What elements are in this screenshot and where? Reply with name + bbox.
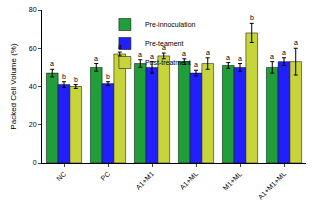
svg-text:a: a: [238, 55, 242, 62]
svg-text:a: a: [118, 43, 122, 50]
svg-text:a: a: [94, 55, 98, 62]
svg-text:Packed Cell Volume (%): Packed Cell Volume (%): [9, 43, 18, 130]
svg-text:Post-treatment: Post-treatment: [145, 59, 191, 66]
svg-text:NC: NC: [55, 170, 67, 182]
svg-text:0: 0: [33, 159, 37, 166]
svg-text:b: b: [250, 14, 254, 21]
svg-text:80: 80: [29, 6, 37, 13]
svg-text:60: 60: [29, 45, 37, 52]
svg-text:a: a: [50, 60, 54, 67]
svg-text:A1+M1: A1+M1: [134, 170, 155, 191]
svg-text:20: 20: [29, 121, 37, 128]
svg-text:a: a: [206, 49, 210, 56]
svg-text:PC: PC: [99, 170, 111, 182]
svg-text:a: a: [282, 49, 286, 56]
svg-text:40: 40: [29, 83, 37, 90]
svg-text:b: b: [62, 73, 66, 80]
svg-text:a: a: [138, 51, 142, 58]
svg-text:a: a: [194, 61, 198, 68]
svg-text:a: a: [162, 44, 166, 51]
svg-text:b: b: [106, 73, 110, 80]
svg-text:A1+M1+ML: A1+M1+ML: [257, 170, 288, 201]
svg-text:a: a: [294, 39, 298, 46]
svg-text:a: a: [226, 54, 230, 61]
svg-text:b: b: [74, 76, 78, 83]
svg-text:Pre-teament: Pre-teament: [145, 40, 184, 47]
svg-text:a: a: [270, 53, 274, 60]
svg-text:Pre-innoculation: Pre-innoculation: [145, 21, 196, 28]
svg-text:M1+ML: M1+ML: [222, 170, 244, 192]
svg-text:a: a: [150, 53, 154, 60]
svg-text:a: a: [182, 50, 186, 57]
svg-text:A1+ML: A1+ML: [178, 170, 199, 191]
